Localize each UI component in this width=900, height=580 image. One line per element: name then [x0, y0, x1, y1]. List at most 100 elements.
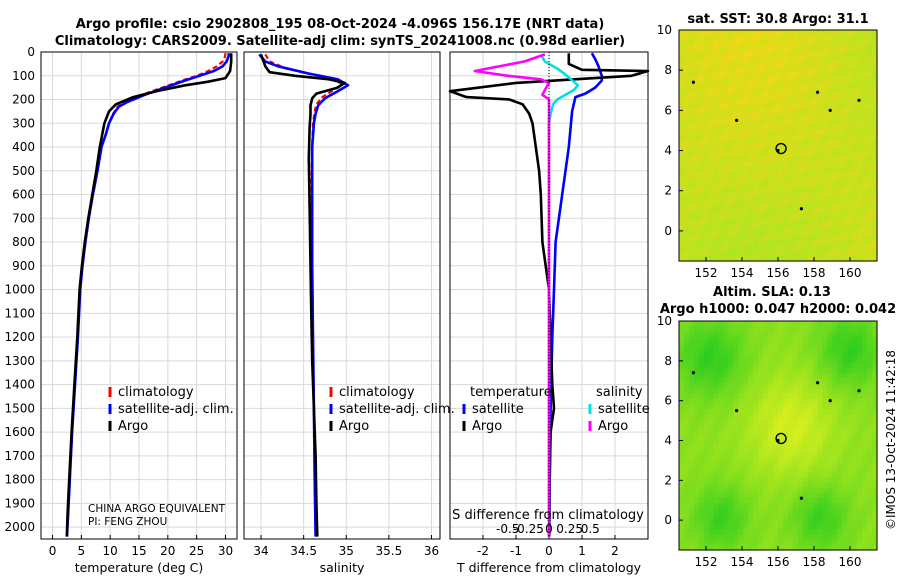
heatmap-cell	[708, 352, 715, 359]
heatmap-cell	[743, 451, 749, 457]
heatmap-cell	[862, 435, 868, 442]
heatmap-cell	[753, 161, 759, 168]
heatmap-cell	[728, 362, 735, 369]
heatmap-cell	[693, 103, 700, 110]
heatmap-cell	[683, 414, 690, 421]
island-mark	[735, 118, 739, 122]
heatmap-cell	[807, 145, 814, 152]
heatmap-cell	[782, 425, 789, 431]
x-tick-label: 0	[49, 544, 57, 558]
heatmap-cell	[728, 347, 735, 353]
heatmap-cell	[708, 93, 715, 99]
heatmap-cell	[807, 445, 814, 452]
heatmap-cell	[817, 357, 824, 364]
heatmap-cell	[713, 461, 720, 468]
heatmap-cell	[822, 219, 829, 225]
heatmap-cell	[703, 145, 710, 152]
heatmap-cell	[792, 145, 799, 152]
heatmap-cell	[827, 466, 834, 473]
heatmap-cell	[812, 72, 819, 78]
heatmap-cell	[807, 477, 814, 483]
heatmap-cell	[733, 51, 739, 57]
heatmap-cell	[797, 534, 804, 541]
heatmap-cell	[832, 124, 838, 131]
heatmap-cell	[773, 35, 779, 42]
heatmap-cell	[857, 56, 863, 63]
heatmap-cell	[758, 156, 764, 162]
heatmap-cell	[698, 72, 705, 78]
heatmap-cell	[683, 108, 690, 115]
heatmap-cell	[827, 66, 834, 73]
heatmap-cell	[852, 326, 858, 332]
heatmap-cell	[872, 529, 878, 535]
heatmap-cell	[708, 544, 715, 551]
heatmap-cell	[679, 347, 685, 353]
heatmap-cell	[748, 544, 754, 551]
heatmap-cell	[797, 87, 804, 94]
heatmap-cell	[733, 135, 739, 141]
heatmap-cell	[693, 321, 700, 327]
heatmap-cell	[753, 240, 759, 246]
heatmap-cell	[867, 192, 873, 199]
heatmap-cell	[733, 435, 739, 442]
heatmap-cell	[797, 492, 804, 499]
heatmap-cell	[693, 497, 700, 504]
heatmap-cell	[827, 129, 834, 136]
heatmap-cell	[822, 466, 829, 473]
heatmap-cell	[723, 240, 730, 246]
heatmap-cell	[758, 404, 764, 411]
heatmap-cell	[748, 255, 754, 262]
heatmap-cell	[782, 518, 789, 525]
heatmap-cell	[698, 456, 705, 463]
heatmap-cell	[758, 518, 764, 525]
heatmap-cell	[728, 341, 735, 348]
heatmap-cell	[708, 156, 715, 162]
heatmap-cell	[728, 224, 735, 231]
heatmap-cell	[743, 35, 749, 42]
heatmap-cell	[768, 135, 774, 141]
heatmap-cell	[847, 198, 853, 204]
heatmap-cell	[812, 508, 819, 515]
heatmap-cell	[827, 140, 834, 147]
heatmap-cell	[782, 544, 789, 551]
heatmap-cell	[738, 466, 744, 473]
heatmap-cell	[862, 203, 868, 210]
heatmap-cell	[723, 539, 730, 546]
heatmap-cell	[872, 451, 878, 457]
heatmap-cell	[683, 404, 690, 411]
heatmap-cell	[728, 425, 735, 431]
heatmap-cell	[857, 219, 863, 225]
heatmap-cell	[862, 466, 868, 473]
heatmap-cell	[763, 87, 769, 94]
heatmap-cell	[792, 98, 799, 105]
heatmap-cell	[872, 156, 878, 162]
heatmap-cell	[733, 378, 739, 385]
heatmap-cell	[837, 30, 843, 36]
heatmap-cell	[802, 171, 809, 178]
heatmap-cell	[792, 529, 799, 535]
heatmap-cell	[807, 440, 814, 447]
heatmap-cell	[718, 544, 725, 551]
heatmap-cell	[782, 108, 789, 115]
heatmap-cell	[688, 66, 695, 73]
heatmap-cell	[787, 156, 794, 162]
heatmap-cell	[792, 539, 799, 546]
heatmap-cell	[802, 103, 809, 110]
heatmap-cell	[778, 124, 784, 131]
heatmap-cell	[867, 98, 873, 105]
heatmap-cell	[822, 544, 829, 551]
heatmap-cell	[703, 539, 710, 546]
heatmap-cell	[812, 471, 819, 478]
heatmap-cell	[703, 529, 710, 535]
heatmap-cell	[683, 362, 690, 369]
heatmap-cell	[688, 445, 695, 452]
heatmap-cell	[817, 544, 824, 551]
heatmap-cell	[738, 30, 744, 36]
heatmap-cell	[748, 373, 754, 379]
heatmap-cell	[733, 430, 739, 437]
heatmap-cell	[703, 477, 710, 483]
heatmap-cell	[723, 435, 730, 442]
heatmap-cell	[743, 497, 749, 504]
heatmap-cell	[743, 466, 749, 473]
heatmap-cell	[743, 40, 749, 47]
